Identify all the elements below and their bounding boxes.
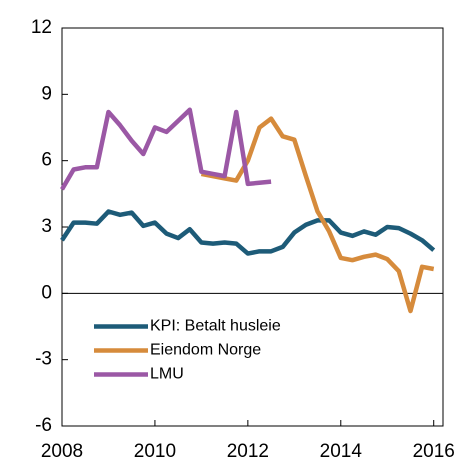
series-line xyxy=(60,107,272,191)
x-tick-label: 2008 xyxy=(41,441,83,462)
x-tick-label: 2010 xyxy=(134,441,176,462)
x-tick-label: 2012 xyxy=(227,441,269,462)
legend-label: LMU xyxy=(150,366,184,383)
y-tick-label: 6 xyxy=(41,150,52,171)
y-tick-label: 9 xyxy=(41,83,52,104)
y-tick-label: -3 xyxy=(35,349,52,370)
y-tick-label: -6 xyxy=(35,415,52,436)
y-tick-label: 3 xyxy=(41,216,52,237)
series-line xyxy=(60,209,436,256)
x-tick-label: 2016 xyxy=(413,441,455,462)
y-tick-label: 0 xyxy=(41,282,52,303)
legend-label: Eiendom Norge xyxy=(150,342,261,359)
y-tick-label: 12 xyxy=(31,17,52,38)
legend-label: KPI: Betalt husleie xyxy=(150,318,281,335)
series-line xyxy=(200,116,435,314)
x-tick-label: 2014 xyxy=(320,441,363,462)
